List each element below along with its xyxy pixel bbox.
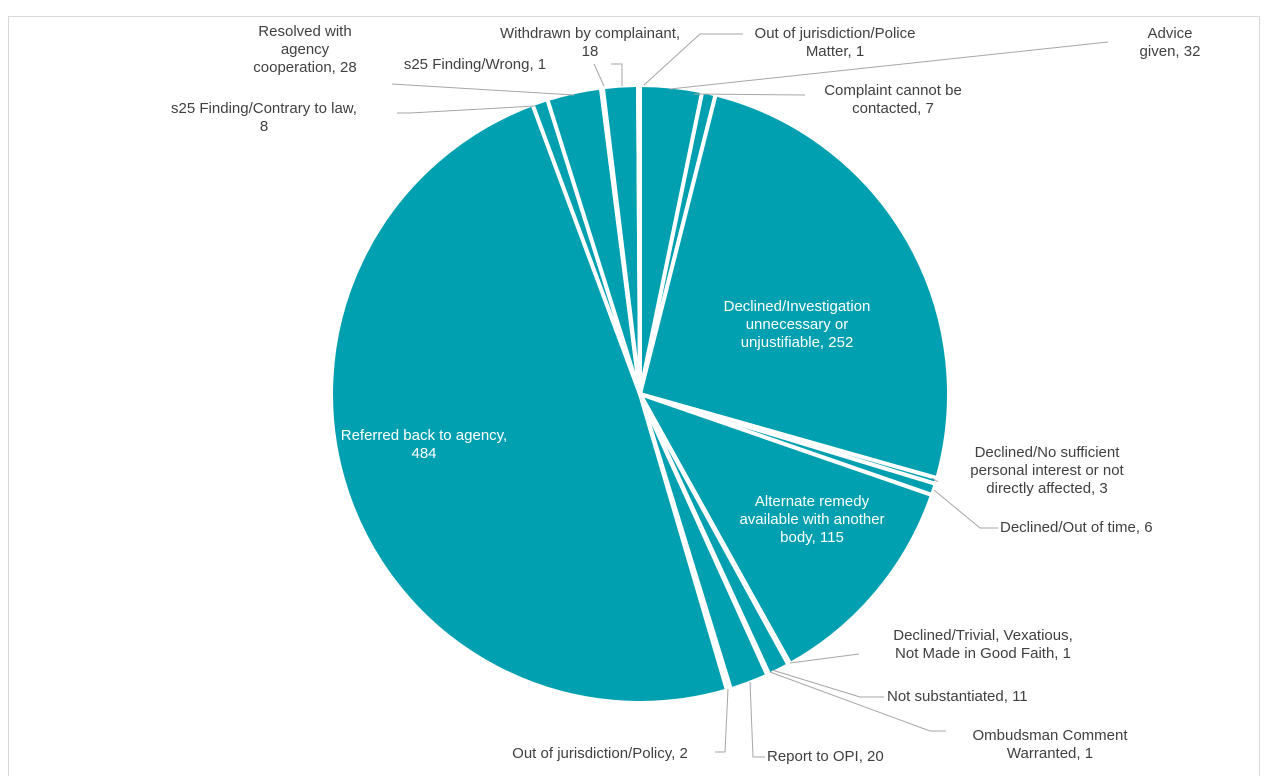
data-label-line: Alternate remedy <box>755 493 870 510</box>
data-label-line: Not Made in Good Faith, 1 <box>895 645 1071 662</box>
pie-slice-declined-investigation-unnecessary-or-unjustifiable <box>638 92 951 481</box>
leader-line-out-of-jurisdiction-police-matter <box>643 33 743 86</box>
data-label-advice-given: Advice given, 32 <box>1140 25 1201 60</box>
data-label-line: unnecessary or <box>746 316 849 333</box>
data-label-line: 8 <box>260 118 268 135</box>
leader-line-s25-finding-wrong <box>593 63 605 87</box>
leader-line-advice-given <box>669 41 1109 90</box>
leader-line-ombudsman-comment-warranted <box>769 671 946 732</box>
leader-line-declined-out-of-time <box>933 489 998 529</box>
pie-slices <box>329 83 951 705</box>
data-label-line: directly affected, 3 <box>986 480 1107 497</box>
leader-line-report-to-opi <box>749 681 765 758</box>
data-label-line: Declined/No sufficient <box>975 444 1121 461</box>
data-label-out-of-jurisdiction-police-matter: Out of jurisdiction/Police Matter, 1 <box>755 25 916 60</box>
leader-line-declined-trivial-vexatious-not-made-in-good-faith <box>789 653 860 664</box>
data-label-line: Referred back to agency, <box>341 427 507 444</box>
data-label-line: Report to OPI, 20 <box>767 748 884 765</box>
leader-line-s25-finding-contrary-to-law <box>397 105 536 114</box>
leader-line-withdrawn-by-complainant <box>611 63 623 86</box>
pie-slice-alternate-remedy-available-with-another-body <box>638 392 935 667</box>
data-label-s25-finding-wrong: s25 Finding/Wrong, 1 <box>404 56 546 73</box>
data-label-line: unjustifiable, 252 <box>741 334 854 351</box>
data-label-line: Declined/Trivial, Vexatious, <box>893 627 1073 644</box>
leader-line-out-of-jurisdiction-policy <box>715 688 729 753</box>
data-label-line: Declined/Investigation <box>724 298 871 315</box>
data-label-line: Advice <box>1147 25 1192 42</box>
data-label-line: personal interest or not <box>970 462 1124 479</box>
data-label-line: Matter, 1 <box>806 43 864 60</box>
data-label-line: Declined/Out of time, 6 <box>1000 519 1153 536</box>
data-labels: Advice given, 32 Complaint cannot be contac… <box>171 23 1200 765</box>
leader-lines <box>391 33 1109 758</box>
data-label-line: Not substantiated, 11 <box>887 688 1028 705</box>
data-label-complaint-cannot-be-contacted: Complaint cannot be contacted, 7 <box>824 82 962 117</box>
data-label-declined-out-of-time: Declined/Out of time, 6 <box>1000 519 1153 536</box>
data-label-line: given, 32 <box>1140 43 1201 60</box>
leader-line-declined-no-sufficient-personal-interest-or-not-directly-affected <box>931 477 939 483</box>
data-label-s25-finding-contrary-to-law: s25 Finding/Contrary to law, 8 <box>171 100 357 135</box>
data-label-alternate-remedy-available-with-another-body: Alternate remedy available with another bo… <box>739 493 884 546</box>
pie-slice-out-of-jurisdiction-police-matter <box>636 83 642 396</box>
data-label-referred-back-to-agency: Referred back to agency, 484 <box>341 427 507 462</box>
data-label-line: Resolved with <box>258 23 351 40</box>
data-label-line: Ombudsman Comment <box>972 727 1128 744</box>
data-label-line: s25 Finding/Contrary to law, <box>171 100 357 117</box>
data-label-line: s25 Finding/Wrong, 1 <box>404 56 546 73</box>
data-label-line: Complaint cannot be <box>824 82 962 99</box>
data-label-line: agency <box>281 41 330 58</box>
data-label-line: Out of jurisdiction/Police <box>755 25 916 42</box>
data-label-out-of-jurisdiction-policy: Out of jurisdiction/Policy, 2 <box>512 745 688 762</box>
data-label-ombudsman-comment-warranted: Ombudsman Comment Warranted, 1 <box>972 727 1128 762</box>
data-label-report-to-opi: Report to OPI, 20 <box>767 748 884 765</box>
data-label-line: 484 <box>411 445 436 462</box>
data-label-line: available with another <box>739 511 884 528</box>
leader-line-not-substantiated <box>771 669 884 698</box>
data-label-declined-no-sufficient-personal-interest-or-not-directly-affected: Declined/No sufficient personal interest … <box>970 444 1124 497</box>
data-label-declined-investigation-unnecessary-or-unjustifiable: Declined/Investigation unnecessary or unju… <box>724 298 871 351</box>
data-label-line: cooperation, 28 <box>253 59 356 76</box>
data-label-line: Warranted, 1 <box>1007 745 1093 762</box>
data-label-line: Out of jurisdiction/Policy, 2 <box>512 745 688 762</box>
leader-line-resolved-with-agency-cooperation <box>391 83 575 96</box>
data-label-line: body, 115 <box>780 529 844 546</box>
data-label-line: 18 <box>582 43 599 60</box>
data-label-line: Withdrawn by complainant, <box>500 25 680 42</box>
pie-slice-referred-back-to-agency <box>329 102 730 705</box>
data-label-declined-trivial-vexatious-not-made-in-good-faith: Declined/Trivial, Vexatious, Not Made in … <box>893 627 1073 662</box>
data-label-not-substantiated: Not substantiated, 11 <box>887 688 1028 705</box>
data-label-line: contacted, 7 <box>852 100 934 117</box>
chart-frame <box>8 16 1260 776</box>
data-label-resolved-with-agency-cooperation: Resolved with agency cooperation, 28 <box>253 23 356 76</box>
leader-line-complaint-cannot-be-contacted <box>693 93 806 96</box>
data-label-withdrawn-by-complainant: Withdrawn by complainant, 18 <box>500 25 680 60</box>
